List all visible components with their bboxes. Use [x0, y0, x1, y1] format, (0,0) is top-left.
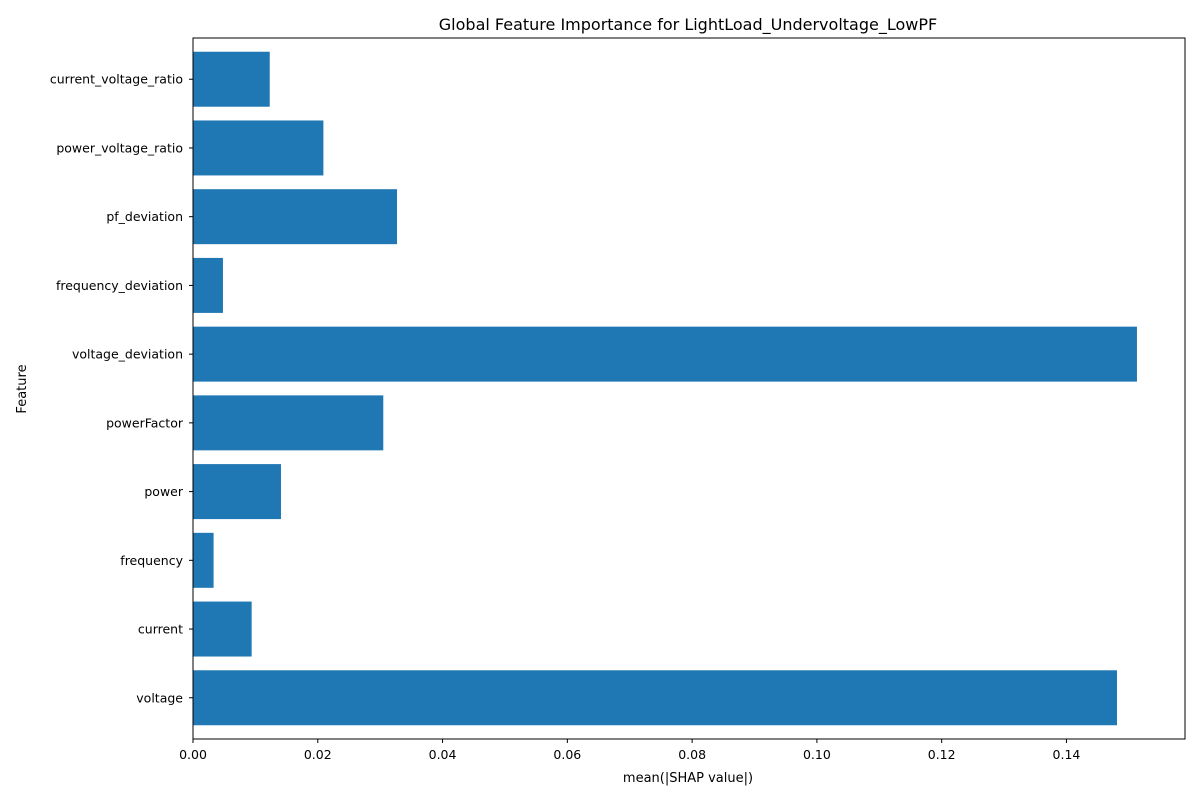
bar-voltage_deviation	[193, 326, 1137, 382]
x-tick-label: 0.10	[803, 747, 831, 762]
plot-area-frame	[192, 37, 1186, 740]
y-tick-label: current	[138, 622, 183, 637]
chart-title: Global Feature Importance for LightLoad_…	[439, 15, 937, 35]
y-tick-label: powerFactor	[106, 415, 184, 430]
bars-group	[193, 51, 1137, 726]
y-tick-label: frequency	[120, 553, 183, 568]
y-tick-label: voltage	[136, 690, 183, 705]
bar-frequency_deviation	[193, 257, 223, 313]
y-tick-label: voltage_deviation	[72, 347, 183, 362]
x-axis-label: mean(|SHAP value|)	[623, 771, 753, 786]
y-tick-label: power	[144, 484, 183, 499]
y-tick-label: power_voltage_ratio	[56, 140, 183, 155]
bar-pf_deviation	[193, 189, 398, 245]
bar-power	[193, 464, 281, 520]
bar-power_voltage_ratio	[193, 120, 324, 176]
x-tick-label: 0.06	[553, 747, 581, 762]
bar-current	[193, 601, 252, 657]
y-tick-label: current_voltage_ratio	[50, 72, 183, 87]
bar-powerFactor	[193, 395, 384, 451]
bar-voltage	[193, 670, 1117, 726]
bar-current_voltage_ratio	[193, 51, 270, 107]
x-tick-label: 0.00	[179, 747, 207, 762]
x-tick-label: 0.12	[928, 747, 956, 762]
bar-frequency	[193, 532, 214, 588]
x-tick-label: 0.08	[678, 747, 706, 762]
x-tick-label: 0.04	[429, 747, 457, 762]
x-tick-label: 0.02	[304, 747, 332, 762]
y-tick-label: pf_deviation	[106, 209, 183, 224]
y-axis-label: Feature	[15, 364, 30, 413]
x-tick-label: 0.14	[1053, 747, 1081, 762]
x-axis-ticks: 0.00 0.02 0.04 0.06 0.08 0.10 0.12 0.14	[179, 739, 1080, 762]
y-axis-ticks: voltage current frequency power powerFactor v…	[50, 72, 193, 705]
y-tick-label: frequency_deviation	[56, 278, 183, 293]
